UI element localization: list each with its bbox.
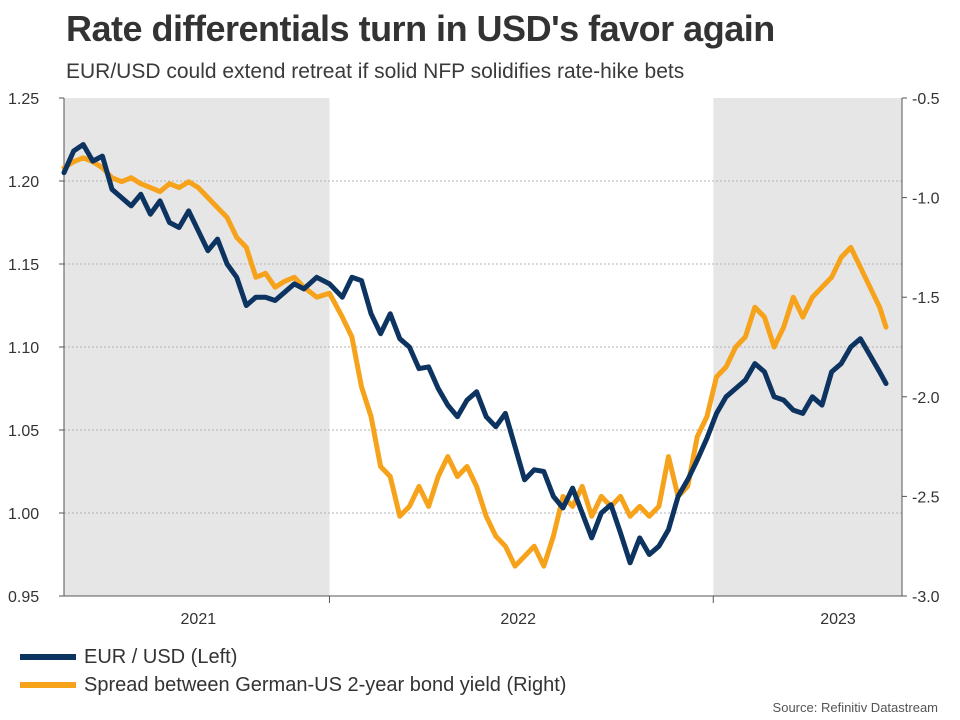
source-note: Source: Refinitiv Datastream [772, 700, 938, 715]
legend-label-eurusd: EUR / USD (Left) [84, 645, 238, 668]
left-tick-label: 1.00 [8, 506, 39, 523]
axes: 0.95 1.00 1.05 1.10 1.15 1.20 1.25 -3.0 -2.5 -2.0… [8, 91, 940, 628]
x-tick-label: 2023 [820, 611, 856, 628]
series-lines [61, 142, 889, 569]
legend-label-spread: Spread between German-US 2-year bond yie… [84, 673, 567, 696]
left-tick-label: 1.15 [8, 257, 39, 274]
left-tick-label: 1.10 [8, 340, 39, 357]
x-tick-label: 2021 [181, 611, 217, 628]
right-tick-label: -2.0 [912, 390, 940, 407]
right-tick-label: -0.5 [912, 91, 940, 108]
legend-item-eurusd: EUR / USD (Left) [20, 643, 566, 671]
legend-swatch-eurusd [20, 654, 76, 660]
right-tick-label: -2.5 [912, 489, 940, 506]
chart-title: Rate differentials turn in USD's favor a… [66, 8, 775, 49]
left-tick-label: 1.05 [8, 423, 39, 440]
right-tick-label: -1.5 [912, 290, 940, 307]
legend-item-spread: Spread between German-US 2-year bond yie… [20, 671, 566, 699]
series-line-spread [61, 155, 889, 569]
left-tick-label: 1.20 [8, 174, 39, 191]
left-tick-label: 0.95 [8, 589, 39, 606]
left-tick-label: 1.25 [8, 91, 39, 108]
series-line-eurusd [61, 142, 889, 566]
legend-swatch-spread [20, 682, 76, 688]
legend: EUR / USD (Left) Spread between German-U… [20, 643, 566, 699]
chart-subtitle: EUR/USD could extend retreat if solid NF… [66, 60, 685, 83]
right-tick-label: -3.0 [912, 589, 940, 606]
x-tick-label: 2022 [500, 611, 536, 628]
right-tick-label: -1.0 [912, 191, 940, 208]
